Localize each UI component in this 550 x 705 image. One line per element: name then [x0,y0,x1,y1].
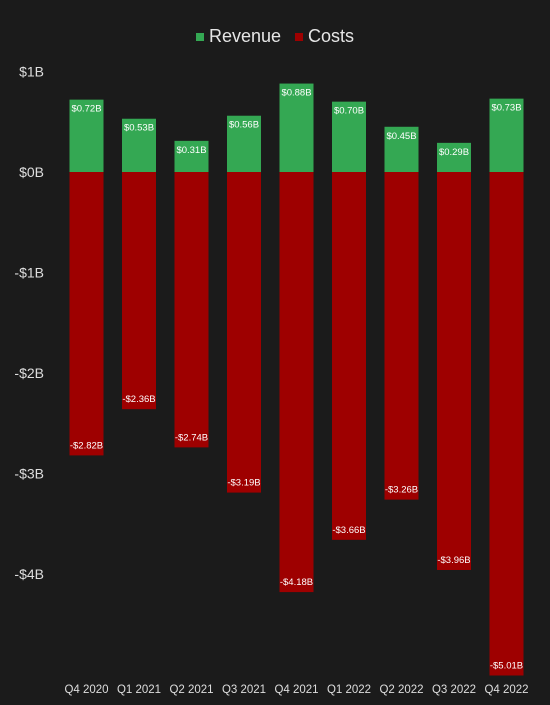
bar-revenue [384,126,419,172]
data-label-costs: -$2.82B [70,440,103,451]
data-label-costs: -$5.01B [490,661,523,672]
data-label-revenue: $0.31B [176,145,206,156]
bar-costs [332,172,366,540]
legend-item-costs[interactable]: Costs [295,26,354,47]
legend-label-costs: Costs [308,26,355,46]
x-tick-label: Q4 2022 [484,684,528,696]
bar-revenue [227,115,261,172]
legend-item-revenue[interactable]: Revenue [195,26,282,47]
y-tick-label: -$1B [14,265,44,281]
bar-revenue [489,98,524,172]
data-label-costs: -$3.96B [437,555,470,566]
data-label-revenue: $0.53B [124,123,154,134]
legend-swatch-costs [295,32,304,41]
data-label-revenue: $0.29B [439,147,469,158]
x-tick-label: Q4 2020 [64,684,108,696]
bar-costs [384,172,419,500]
data-label-costs: -$3.66B [332,525,365,536]
x-tick-label: Q3 2021 [222,684,266,696]
y-tick-label: -$4B [14,566,44,582]
x-tick-label: Q4 2021 [274,684,318,696]
bar-revenue [437,142,471,172]
bar-costs [489,172,524,676]
bar-revenue [174,140,209,172]
data-label-costs: -$2.36B [122,394,155,405]
x-tick-label: Q1 2021 [117,684,161,696]
bar-costs [279,172,314,593]
bar-costs [437,172,471,570]
bar-revenue [279,83,314,172]
y-tick-label: -$3B [14,466,44,482]
x-tick-label: Q1 2022 [327,684,371,696]
bar-costs [174,172,209,448]
data-label-revenue: $0.72B [71,104,101,115]
data-label-revenue: $0.45B [386,131,416,142]
legend: Revenue Costs [0,26,550,47]
data-label-revenue: $0.88B [281,88,311,99]
bar-revenue [122,118,156,172]
bar-revenue [332,101,366,172]
legend-swatch-revenue [195,32,204,41]
bar-revenue [69,99,104,172]
x-tick-label: Q2 2021 [169,684,213,696]
x-tick-label: Q2 2022 [379,684,423,696]
data-label-costs: -$3.26B [385,485,418,496]
x-tick-label: Q3 2022 [432,684,476,696]
bar-costs [122,172,156,410]
bar-costs [227,172,261,493]
data-label-revenue: $0.56B [229,120,259,131]
data-label-costs: -$2.74B [175,432,208,443]
data-label-costs: -$3.19B [227,478,260,489]
bar-costs [69,172,104,456]
data-label-costs: -$4.18B [280,577,313,588]
y-tick-label: -$2B [14,365,44,381]
y-tick-label: $1B [19,64,44,80]
y-tick-label: $0B [19,164,44,180]
data-label-revenue: $0.73B [491,103,521,114]
legend-label-revenue: Revenue [208,26,282,46]
data-label-revenue: $0.70B [334,106,364,117]
